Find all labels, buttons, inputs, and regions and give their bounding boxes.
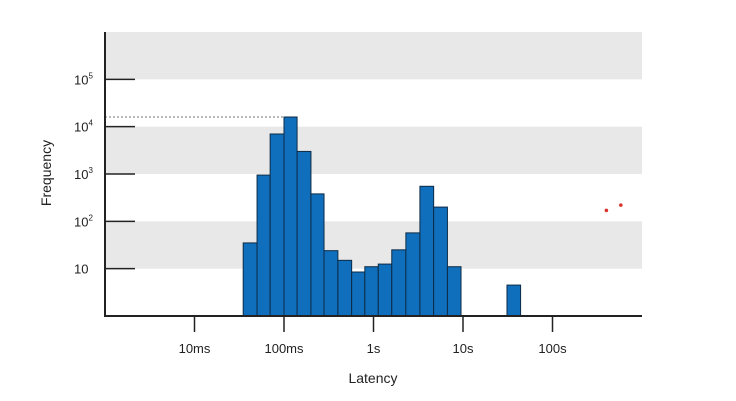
y-tick-exponent: 5 (88, 71, 93, 80)
y-tick-label: 104 (74, 119, 93, 135)
histogram-bar (242, 242, 258, 317)
background-band (105, 32, 642, 80)
histogram-bar (269, 133, 285, 317)
background-band (105, 221, 642, 269)
histogram-bars (242, 116, 522, 317)
histogram-bar (377, 263, 393, 317)
y-tick-label: 10 (74, 262, 88, 277)
x-tick-label: 100s (538, 341, 567, 356)
histogram-bar (283, 116, 298, 317)
outlier-marker (604, 208, 609, 213)
histogram-bar (310, 193, 325, 317)
histogram-bar (323, 250, 339, 317)
background-bands (105, 32, 642, 269)
x-axis-label: Latency (348, 370, 397, 386)
x-tick-label: 10ms (179, 341, 211, 356)
histogram-bar (419, 185, 435, 317)
x-tick-label: 1s (367, 341, 381, 356)
outlier-marker (619, 203, 623, 207)
y-tick-label: 102 (74, 213, 93, 229)
y-tick-exponent: 4 (88, 119, 93, 128)
histogram-bar (433, 206, 448, 317)
histogram-bar (391, 249, 407, 317)
histogram-bar (256, 174, 271, 317)
y-axis-label: Frequency (38, 140, 54, 206)
histogram-bar (506, 284, 522, 317)
y-tick-label: 103 (74, 166, 93, 182)
x-tick-label: 10s (453, 341, 474, 356)
y-tick-label: 105 (74, 71, 93, 87)
histogram-bar (364, 266, 379, 317)
histogram-bar (405, 232, 421, 317)
histogram-bar (446, 266, 462, 317)
background-band (105, 126, 642, 174)
histogram-bar (337, 259, 353, 317)
y-tick-exponent: 2 (88, 213, 93, 222)
x-tick-label: 100ms (264, 341, 304, 356)
histogram-bar (351, 271, 366, 317)
x-axis-ticks: 10ms 100ms 1s 10s 100s (179, 316, 567, 356)
outlier-markers (604, 203, 623, 213)
histogram-bar (296, 150, 312, 317)
y-tick-exponent: 3 (88, 166, 93, 175)
